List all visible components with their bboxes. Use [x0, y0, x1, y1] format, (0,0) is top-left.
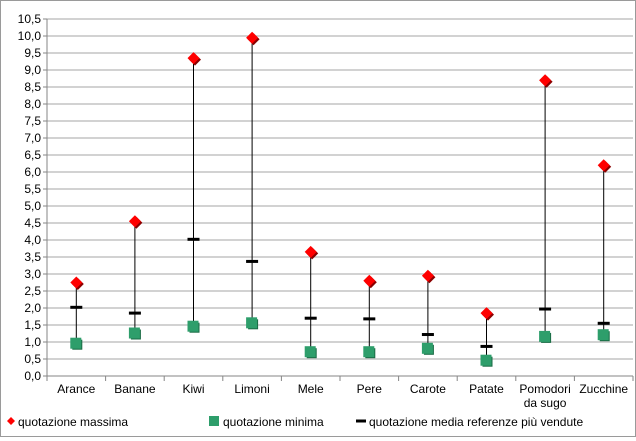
y-tick-label: 4,5	[24, 216, 41, 230]
legend-marker-min	[209, 416, 219, 426]
y-tick-label: 8,0	[24, 97, 41, 111]
min-point	[539, 330, 551, 342]
x-tick-label: Pomodori	[519, 382, 570, 396]
x-tick-label: Arance	[57, 382, 95, 396]
min-point	[480, 354, 492, 366]
avg-point	[539, 307, 552, 311]
avg-point	[128, 311, 141, 315]
max-point	[246, 31, 259, 44]
y-tick-label: 2,5	[24, 284, 41, 298]
y-tick-label: 10,0	[18, 29, 42, 43]
legend-marker-avg	[356, 419, 366, 423]
avg-point	[421, 333, 434, 337]
legend-label-avg: quotazione media referenze più vendute	[369, 415, 583, 429]
x-tick-label: Zucchine	[579, 382, 628, 396]
y-tick-label: 7,5	[24, 114, 41, 128]
x-tick-label: Kiwi	[182, 382, 204, 396]
min-point	[128, 327, 140, 339]
y-tick-label: 3,5	[24, 250, 41, 264]
min-point	[187, 320, 199, 332]
range-lines	[75, 37, 605, 361]
min-point	[246, 317, 258, 329]
avg-point	[70, 305, 83, 309]
gridlines	[47, 18, 633, 360]
y-tick-label: 0,5	[24, 352, 41, 366]
avg-point	[187, 237, 200, 241]
axes	[46, 19, 634, 381]
max-point	[187, 52, 200, 65]
max-point	[480, 307, 493, 320]
x-tick-label: Banane	[114, 382, 156, 396]
y-tick-label: 6,0	[24, 165, 41, 179]
y-tick-label: 1,5	[24, 318, 41, 332]
y-tick-label: 5,5	[24, 182, 41, 196]
max-point	[304, 245, 317, 258]
max-point	[421, 269, 434, 282]
y-tick-label: 10,5	[18, 12, 42, 26]
avg-point	[246, 259, 259, 263]
y-tick-label: 2,0	[24, 301, 41, 315]
x-tick-label: Pere	[357, 382, 383, 396]
min-point	[421, 342, 433, 354]
data-marks	[70, 31, 612, 367]
x-tick-label: Patate	[469, 382, 504, 396]
min-point	[304, 346, 316, 358]
y-tick-label: 9,0	[24, 63, 41, 77]
legend-label-max: quotazione massima	[18, 415, 128, 429]
x-tick-label: da sugo	[524, 396, 567, 410]
y-tick-label: 5,0	[24, 199, 41, 213]
legend-marker-max	[7, 417, 15, 425]
x-tick-label: Limoni	[234, 382, 269, 396]
max-point	[70, 276, 83, 289]
avg-point	[363, 317, 376, 321]
legend-label-min: quotazione minima	[223, 415, 324, 429]
y-tick-label: 3,0	[24, 267, 41, 281]
min-point	[597, 329, 609, 341]
y-tick-label: 9,5	[24, 46, 41, 60]
x-axis-labels: Arance Banane Kiwi Limoni Mele Pere Carote Pata…	[57, 382, 628, 410]
x-tick-label: Carote	[410, 382, 446, 396]
avg-point	[480, 344, 493, 348]
max-point	[539, 74, 552, 87]
avg-point	[304, 316, 317, 320]
y-tick-label: 8,5	[24, 80, 41, 94]
avg-point	[597, 321, 610, 325]
y-tick-label: 6,5	[24, 148, 41, 162]
min-point	[70, 337, 82, 349]
y-tick-label: 4,0	[24, 233, 41, 247]
y-tick-label: 0,0	[24, 369, 41, 383]
max-point	[597, 159, 610, 172]
max-point	[128, 215, 141, 228]
min-point	[363, 346, 375, 358]
y-axis-ticks: 0,0 0,5 1,0 1,5 2,0 2,5 3,0 3,5 4,0 4,5 5,0 5,5 6,0 6…	[18, 12, 47, 383]
legend: quotazione massima quotazione minima quota…	[7, 415, 583, 429]
y-tick-label: 7,0	[24, 131, 41, 145]
x-tick-label: Mele	[298, 382, 324, 396]
y-tick-label: 1,0	[24, 335, 41, 349]
max-point	[363, 274, 376, 287]
